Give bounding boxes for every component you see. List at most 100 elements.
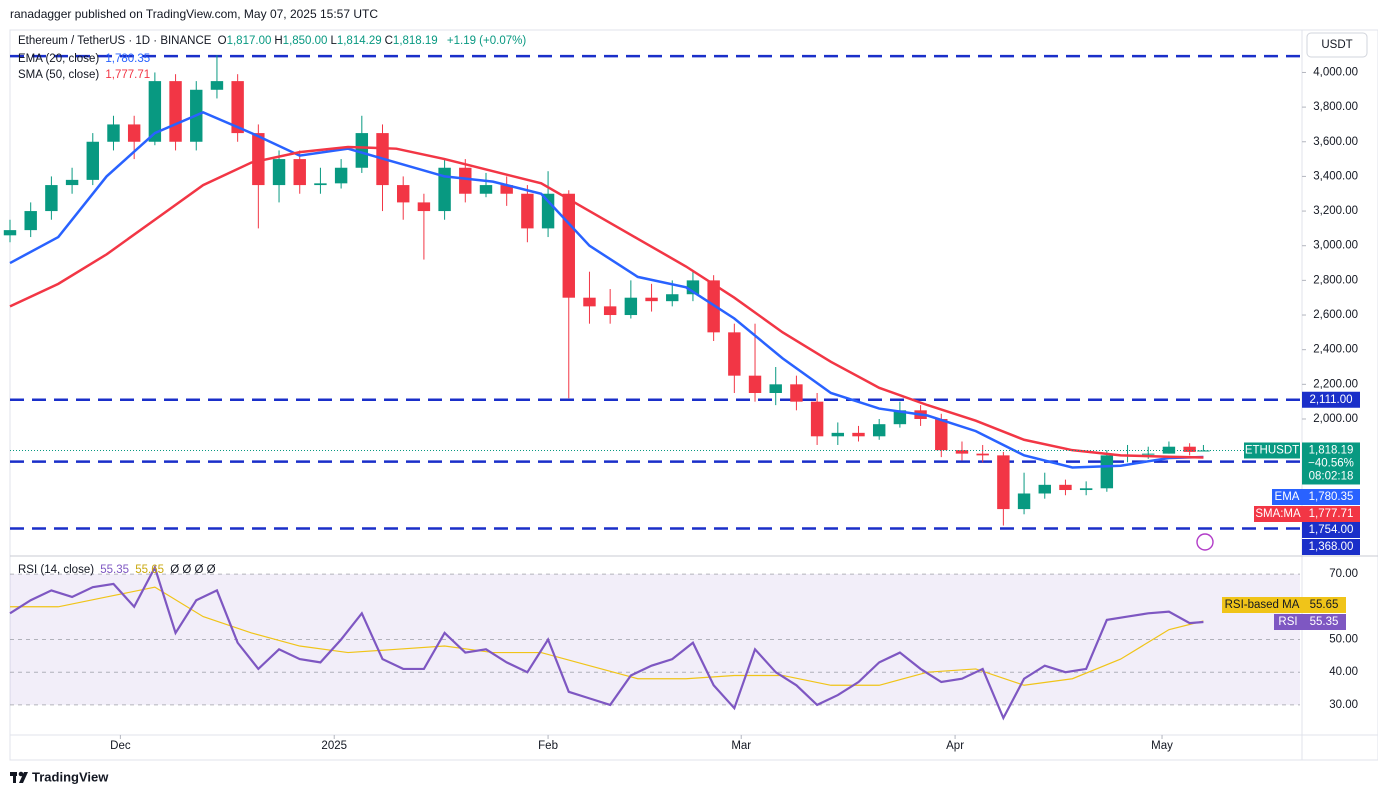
- axis-label-box: [1302, 597, 1346, 613]
- candle-body: [769, 384, 782, 393]
- candle-body: [210, 81, 224, 90]
- axis-label: 1,368.00: [1309, 541, 1354, 553]
- sma-name: SMA (50, close): [18, 69, 100, 81]
- ohlc-key: C: [384, 35, 393, 47]
- axis-label-box: [1254, 506, 1302, 522]
- ohlc-value: 1,818.19: [392, 35, 438, 47]
- rsi-line: [9, 564, 1204, 721]
- candle-body: [438, 167, 451, 212]
- axis-label-box: [1272, 489, 1302, 505]
- candle-body: [1142, 453, 1155, 455]
- currency-button[interactable]: [1306, 32, 1368, 58]
- axis-label: 55.35: [1310, 616, 1339, 628]
- x-tick-label: Dec: [110, 740, 131, 752]
- axis-label-box: [1302, 489, 1360, 505]
- change-pct: −40.56%: [1308, 458, 1354, 470]
- candle-body: [603, 306, 617, 316]
- y-tick-label: 2,600.00: [1313, 309, 1358, 321]
- price-label: 1,818.19: [1309, 445, 1354, 457]
- moving-average-line: [9, 110, 1204, 469]
- axis-label-box: [1302, 391, 1360, 408]
- candle-body: [893, 410, 907, 425]
- y-tick-label: 2,200.00: [1313, 378, 1358, 390]
- x-tick-label: Feb: [538, 740, 558, 752]
- candle-body: [169, 81, 182, 142]
- candle-body: [127, 124, 141, 142]
- y-tick-label: 4,000.00: [1313, 66, 1358, 78]
- candle-body: [728, 332, 741, 376]
- ohlc-key: O: [217, 35, 227, 47]
- rsi-title: RSI (14, close): [18, 564, 95, 576]
- candle-body: [976, 453, 989, 456]
- candle-body: [417, 202, 431, 212]
- axis-label-box: [1302, 506, 1360, 522]
- candle-body: [541, 193, 555, 229]
- rsi-extra: Ø Ø Ø Ø: [170, 564, 216, 576]
- candle-body: [45, 185, 58, 212]
- countdown: 08:02:18: [1309, 471, 1354, 483]
- candle-body: [748, 375, 762, 393]
- y-tick-label: 40.00: [1329, 666, 1358, 678]
- y-tick-label: 3,200.00: [1313, 205, 1358, 217]
- ema-value: 1,780.35: [105, 53, 151, 65]
- candle-body: [3, 230, 17, 236]
- candle-body: [935, 418, 948, 451]
- ohlc-legend: O1,817.00 H1,850.00 L1,814.29 C1,818.19: [218, 35, 441, 47]
- axis-label: EMA: [1275, 491, 1300, 503]
- candle-body: [1038, 484, 1051, 494]
- axis-label: ETHUSDT: [1245, 445, 1299, 457]
- y-tick-label: 3,000.00: [1313, 240, 1358, 252]
- ema-name: EMA (20, close): [18, 53, 100, 65]
- candle-body: [397, 185, 410, 203]
- axis-label-box: [1222, 597, 1302, 613]
- candle-body: [666, 294, 679, 302]
- sma-legend: SMA (50, close) 1,777.71: [18, 69, 153, 81]
- candle-body: [997, 455, 1010, 510]
- footer-brand: TradingView: [32, 769, 109, 784]
- candle-body: [86, 141, 99, 180]
- axis-label: SMA:MA: [1255, 508, 1301, 520]
- candle-body: [500, 185, 513, 194]
- symbol-title: Ethereum / TetherUS · 1D · BINANCE: [18, 35, 212, 47]
- candle-body: [583, 297, 596, 307]
- candle-body: [852, 432, 865, 437]
- rsi-value: 55.35: [100, 564, 130, 576]
- currency[interactable]: USDT: [1321, 39, 1352, 51]
- candle-body: [521, 193, 534, 229]
- axis-label-box: [1302, 522, 1360, 538]
- x-tick-label: Apr: [946, 740, 964, 752]
- candle-body: [355, 133, 369, 168]
- candle-body: [272, 159, 286, 186]
- y-tick-label: 2,400.00: [1313, 344, 1358, 356]
- change: +1.19 (+0.07%): [446, 35, 527, 47]
- axis-label: RSI-based MA: [1225, 599, 1300, 611]
- candle-body: [1017, 493, 1031, 510]
- x-tick-label: 2025: [321, 740, 347, 752]
- candle-body: [562, 193, 575, 298]
- axis-label: 55.65: [1310, 599, 1339, 611]
- candle-body: [24, 211, 37, 231]
- candle-body: [1100, 455, 1114, 489]
- candle-body: [293, 159, 306, 186]
- y-tick-label: 3,400.00: [1313, 170, 1358, 182]
- rsi-ma-value: 55.65: [135, 564, 165, 576]
- candle-body: [790, 384, 803, 402]
- y-tick-label: 2,000.00: [1313, 413, 1358, 425]
- y-tick-label: 50.00: [1329, 634, 1358, 646]
- candle-body: [624, 297, 638, 316]
- x-tick-label: Mar: [731, 740, 751, 752]
- rsi-legend: RSI (14, close) 55.35 55.65 Ø Ø Ø Ø: [18, 564, 219, 576]
- alert-icon[interactable]: [1196, 533, 1214, 551]
- candle-body: [1183, 446, 1196, 452]
- candle-body: [1079, 488, 1093, 491]
- axis-label: RSI: [1278, 616, 1297, 628]
- x-tick-label: May: [1151, 740, 1173, 752]
- ohlc-value: 1,814.29: [336, 35, 382, 47]
- candle-body: [479, 185, 493, 194]
- y-tick-label: 3,800.00: [1313, 101, 1358, 113]
- candle-body: [107, 124, 120, 142]
- axis-label-box: [1302, 614, 1346, 630]
- candle-body: [334, 167, 348, 184]
